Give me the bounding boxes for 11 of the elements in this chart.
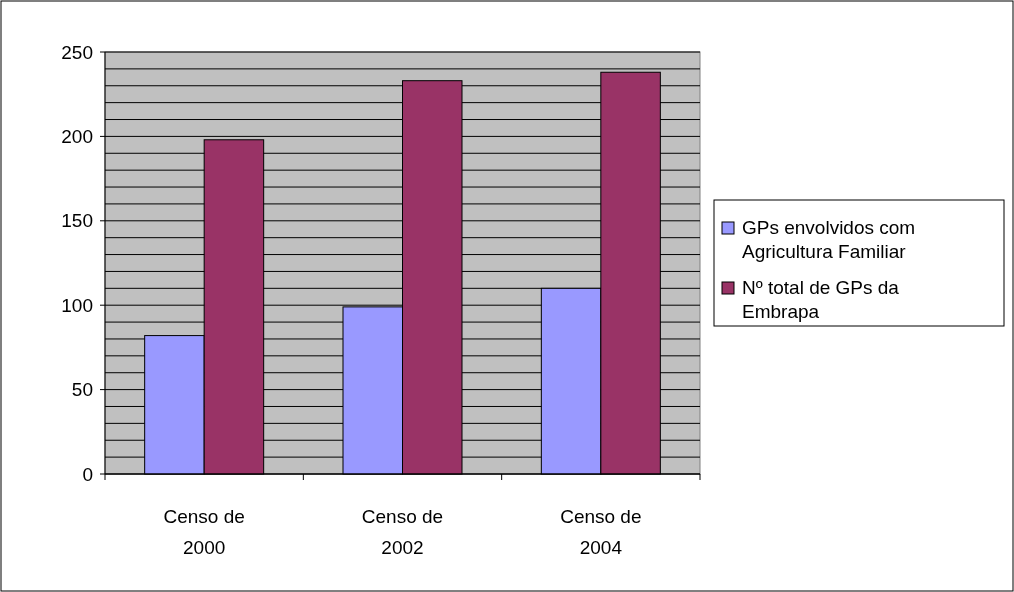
x-tick-label: Censo de 2000	[163, 506, 245, 558]
legend-label: GPs envolvidos com Agricultura Familiar	[742, 217, 916, 262]
y-tick-label: 0	[82, 463, 93, 485]
y-tick-label: 250	[61, 41, 93, 63]
y-tick-label: 150	[61, 210, 93, 232]
legend-label: Nº total de GPs da Embrapa	[742, 277, 900, 322]
y-tick-label: 100	[61, 294, 93, 316]
y-tick-label: 200	[61, 126, 93, 148]
y-tick-label: 50	[71, 379, 93, 401]
x-tick-label: Censo de 2004	[560, 506, 642, 558]
x-tick-label: Censo de 2002	[361, 506, 444, 558]
